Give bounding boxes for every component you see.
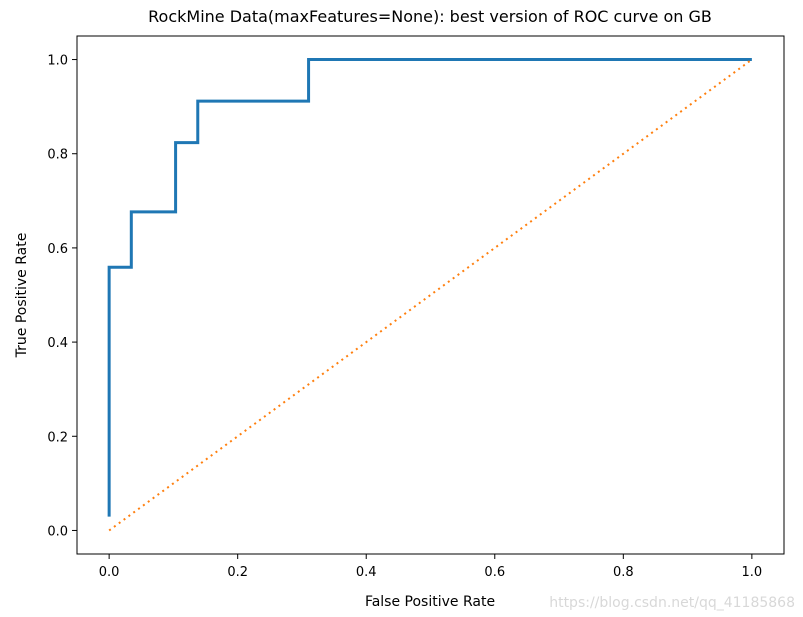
x-tick-label: 0.4: [356, 565, 377, 580]
roc-curve-line: [107, 58, 752, 517]
y-tick-label: 0.6: [47, 242, 68, 257]
series-group: [107, 58, 753, 532]
y-tick-label: 0.4: [47, 336, 68, 351]
axes-frame: [76, 35, 785, 555]
x-tick-label: 0.6: [484, 565, 505, 580]
diagonal-reference-line: [108, 58, 753, 532]
y-tick-label: 0.2: [47, 430, 68, 445]
y-axis-label: True Positive Rate: [14, 233, 30, 359]
x-tick-label: 1.0: [742, 565, 763, 580]
x-tick-label: 0.2: [227, 565, 248, 580]
x-tick-label: 0.8: [613, 565, 634, 580]
chart-title: RockMine Data(maxFeatures=None): best ve…: [148, 7, 712, 26]
watermark: https://blog.csdn.net/qq_41185868: [549, 595, 795, 611]
ticks-group: 0.0 0.2 0.4 0.6 0.8 1.0 0.0 0.2 0.4 0.6 0.8 1.0: [47, 54, 762, 580]
y-tick-label: 0.0: [47, 524, 68, 539]
x-tick-label: 0.0: [99, 565, 120, 580]
y-tick-label: 0.8: [47, 148, 68, 163]
x-axis-label: False Positive Rate: [365, 594, 495, 610]
y-tick-label: 1.0: [47, 54, 68, 69]
